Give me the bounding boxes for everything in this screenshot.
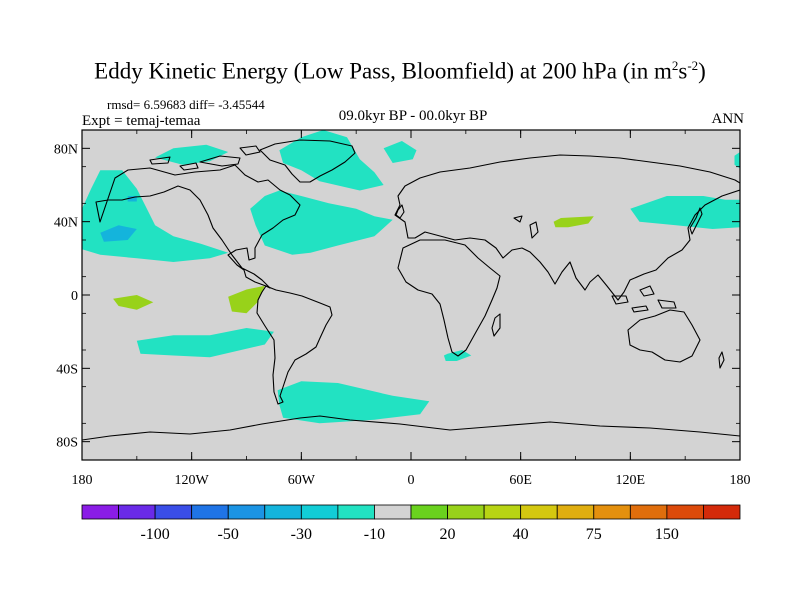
colorbar-box (483, 504, 522, 520)
title-close: ) (698, 58, 706, 84)
x-tick-label: 0 (408, 473, 415, 488)
stats-text: rmsd= 6.59683 diff= -3.45544 (107, 97, 265, 112)
region-southern-ocean (277, 381, 430, 424)
region-arctic-canada (155, 144, 229, 165)
x-tick-label: 120E (616, 473, 646, 488)
season-label: ANN (711, 111, 745, 127)
colorbar-label: 75 (586, 526, 602, 543)
coast-eurasia (394, 154, 740, 301)
region-north-atlantic-upper (383, 141, 417, 163)
title-sup2: -2 (687, 58, 699, 73)
region-asia-green (553, 216, 594, 228)
colorbar-box (593, 504, 631, 520)
colorbar-label: -30 (291, 526, 312, 543)
colorbar-box (703, 504, 741, 520)
y-axis: 80N 40N 0 40S 80S (54, 129, 740, 461)
coast-arctic-islands (149, 145, 261, 171)
coast-uk (395, 204, 405, 219)
region-east-pacific-top (734, 152, 740, 169)
title-sup1: 2 (671, 58, 679, 73)
colorbar-box (666, 504, 704, 520)
coast-africa (397, 239, 501, 357)
anomaly-regions (82, 130, 740, 424)
coast-madagascar (491, 313, 501, 337)
coast-japan (689, 207, 703, 235)
colorbar-box (227, 504, 266, 520)
colorbar-box (154, 504, 193, 520)
region-north-atlantic (250, 190, 393, 255)
x-tick-label: 180 (72, 473, 93, 488)
x-tick-label: 180 (730, 473, 751, 488)
region-tropical-pacific-green (113, 295, 154, 310)
colorbar-box (191, 504, 229, 520)
title-mid: s (678, 58, 688, 84)
coast-caspian (513, 215, 539, 239)
y-tick-label: 40S (56, 362, 78, 377)
colorbar-box (520, 504, 558, 520)
x-tick-label: 60W (288, 473, 316, 488)
colorbar-label: 40 (513, 526, 529, 543)
region-tropical-pacific-green-2 (228, 285, 265, 314)
experiment-label: Expt = temaj-temaa (82, 113, 201, 129)
chart-title: Eddy Kinetic Energy (Low Pass, Bloomfiel… (0, 58, 800, 85)
region-greenland-arctic (279, 130, 384, 191)
colorbar-label: -10 (364, 526, 385, 543)
x-tick-label: 120W (175, 473, 210, 488)
title-main: Eddy Kinetic Energy (Low Pass, Bloomfiel… (94, 58, 672, 84)
colorbar: -100 -50 -30 -10 20 40 75 150 (81, 504, 741, 543)
y-tick-label: 80S (56, 436, 78, 451)
colorbar-label: -50 (218, 526, 239, 543)
colorbar-label: -100 (140, 526, 169, 543)
colorbar-box (300, 504, 339, 520)
colorbar-box (118, 504, 156, 520)
y-tick-label: 0 (71, 289, 78, 304)
x-axis: 180 120W 60W 0 60E 120E 180 (72, 130, 751, 488)
coast-australia (627, 309, 701, 363)
coast-greenland (259, 139, 356, 183)
region-south-pacific (136, 328, 274, 358)
x-tick-label: 60E (509, 473, 532, 488)
colorbar-box (629, 504, 668, 520)
colorbar-box (374, 504, 412, 520)
coastlines (82, 139, 740, 441)
region-east-pacific (630, 196, 740, 229)
colorbar-box (264, 504, 302, 520)
colorbar-box (337, 504, 375, 520)
colorbar-label: 20 (440, 526, 456, 543)
coast-antarctica (82, 415, 740, 441)
colorbar-box (556, 504, 595, 520)
coast-indonesia (611, 285, 677, 313)
colorbar-box (81, 504, 119, 520)
colorbar-label: 150 (655, 526, 679, 543)
coast-new-zealand (718, 351, 725, 369)
coast-south-america (256, 285, 333, 405)
colorbar-box (447, 504, 485, 520)
y-tick-label: 40N (54, 216, 78, 231)
region-north-pacific-core (100, 225, 137, 242)
period-label: 09.0kyr BP - 00.0kyr BP (338, 108, 488, 124)
y-tick-label: 80N (54, 142, 78, 157)
coast-north-america (95, 164, 301, 289)
colorbar-box (410, 504, 448, 520)
